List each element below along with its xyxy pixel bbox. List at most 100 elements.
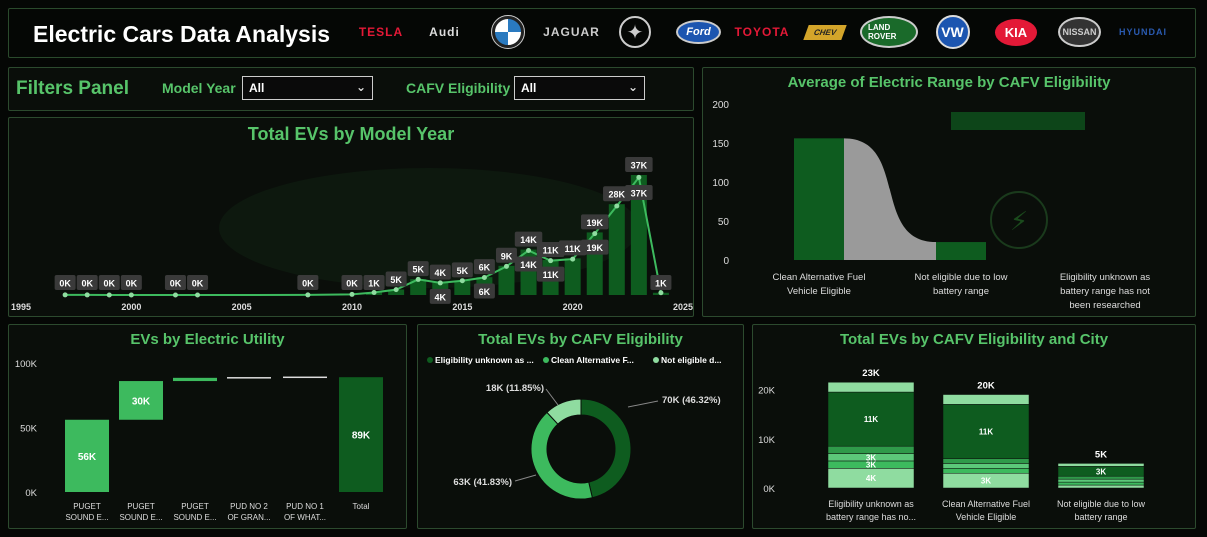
bar-0 — [794, 138, 844, 260]
x-category-label: Not eligible due to low battery range — [1057, 499, 1146, 522]
data-label: 0K — [170, 279, 182, 289]
line-point-2012 — [393, 287, 399, 293]
data-label-bg — [495, 247, 517, 263]
line-point-2016 — [481, 275, 487, 281]
stack-segment — [942, 458, 1030, 464]
line-point-2010 — [349, 291, 355, 297]
leader-line — [545, 388, 559, 406]
data-label-bg — [363, 275, 385, 290]
x-category-label: Not eligible due to low battery range — [915, 272, 1008, 297]
data-label-bg — [385, 271, 407, 287]
stack-segment — [942, 404, 1030, 459]
chart-title: EVs by Electric Utility — [130, 331, 285, 348]
bar-label-2018: 14K — [514, 231, 543, 247]
data-label-bg — [514, 231, 543, 247]
chart-title: Total EVs by Model Year — [247, 124, 455, 144]
bar-label-1999: 0K — [98, 275, 120, 290]
data-label: 19K — [586, 243, 603, 253]
legend-marker — [427, 357, 433, 363]
y-tick-label: 0K — [763, 484, 775, 495]
bar-label-2002: 0K — [164, 275, 186, 290]
bar-2018 — [520, 249, 537, 295]
chart-avg-range: ⚡ 0 50 100 150 200 Clean Alternative Fuel Vehic… — [712, 100, 1151, 311]
line-label-2016: 6K — [473, 283, 495, 299]
data-label-bg — [164, 275, 186, 290]
data-label-bg — [76, 275, 98, 290]
line-label-2018: 14K — [514, 256, 543, 272]
data-label: 0K — [302, 279, 314, 289]
y-tick-label: 10K — [758, 435, 776, 446]
x-category-label: PUGET SOUND E... — [173, 502, 216, 522]
x-tick-label: 2020 — [563, 302, 583, 312]
data-label: 19K — [586, 218, 603, 228]
chart-title: Average of Electric Range by CAFV Eligib… — [787, 74, 1111, 91]
bar-3 — [227, 377, 271, 379]
stack-segment — [1057, 478, 1145, 483]
bar-label-1998: 0K — [76, 275, 98, 290]
data-label: 0K — [59, 279, 71, 289]
segment-label: 3K — [1096, 467, 1106, 476]
stack-segment — [942, 463, 1030, 469]
line-point-2015 — [459, 278, 465, 284]
data-label: 9K — [501, 251, 513, 261]
data-label-bg — [341, 275, 363, 290]
data-label: 4K — [435, 268, 447, 278]
legend-marker — [653, 357, 659, 363]
line-point-2013 — [415, 276, 421, 282]
line-point-2020 — [570, 256, 576, 262]
segment-label: 3K — [866, 453, 876, 462]
bar-label-2022: 28K — [603, 186, 631, 202]
bar-label-2011: 1K — [363, 275, 385, 290]
x-tick-label: 2015 — [452, 302, 472, 312]
line-point-2018 — [526, 248, 532, 254]
panel-ev-by-utility: EVs by Electric Utility 0K 50K 100K 56K 30K 8… — [8, 324, 407, 529]
data-label: 6K — [479, 287, 491, 297]
segment-label: 11K — [864, 415, 878, 424]
donut-slice-1 — [530, 411, 593, 500]
bar-2012 — [388, 289, 405, 295]
segment-label: 3K — [981, 477, 991, 486]
data-label-bg — [536, 241, 565, 257]
data-label: 37K — [631, 161, 648, 171]
model-year-dropdown[interactable]: All ⌄ — [242, 76, 373, 100]
data-label-bg — [120, 275, 142, 290]
data-label-bg — [473, 259, 495, 275]
total-label: 5K — [1095, 449, 1107, 460]
bar-2017 — [498, 265, 515, 295]
panel-ev-by-cafv-city: Total EVs by CAFV Eligibility and City 0… — [752, 324, 1196, 529]
bar-label: 56K — [78, 452, 97, 463]
x-category-label: Eligibility unknown as battery range has … — [1060, 272, 1151, 311]
bar-label-2021: 19K — [580, 214, 609, 230]
slice-label: 70K (46.32%) — [662, 395, 721, 406]
data-label-bg — [625, 185, 653, 200]
cafv-filter-label: CAFV Eligibility — [406, 80, 511, 96]
x-category-label: PUGET SOUND E... — [119, 502, 162, 522]
leader-line — [514, 474, 537, 482]
line-point-2002 — [172, 292, 178, 298]
bar-0 — [65, 419, 109, 492]
data-label: 0K — [346, 279, 358, 289]
brand-logo-hyundai: HYUNDAI — [1118, 27, 1167, 37]
background-decoration — [990, 191, 1048, 249]
data-label: 0K — [81, 279, 93, 289]
data-label-bg — [54, 275, 76, 290]
cafv-dropdown[interactable]: All ⌄ — [514, 76, 645, 100]
x-category-label: Clean Alternative Fuel Vehicle Eligible — [942, 499, 1030, 522]
bar-2020 — [564, 258, 581, 295]
data-label: 28K — [609, 190, 626, 200]
bar-4 — [283, 376, 327, 379]
stack-segment — [942, 468, 1030, 474]
brand-logo-nissan: NISSAN — [1051, 12, 1109, 52]
x-category-label: Total — [353, 502, 370, 511]
line-label-2019: 11K — [536, 266, 565, 282]
data-label: 14K — [520, 235, 537, 245]
stack-segment — [1057, 484, 1145, 489]
chart-ev-by-cafv: Eligibility unknown as ... Clean Alternat… — [427, 355, 721, 500]
chevron-down-icon: ⌄ — [355, 80, 366, 94]
data-label-bg — [580, 239, 609, 255]
bar-label-2020: 11K — [558, 240, 587, 256]
x-category-label: PUD NO 2 OF GRAN... — [227, 502, 270, 522]
bar-label-2013: 5K — [407, 261, 429, 277]
x-tick-label: 2005 — [232, 302, 252, 312]
data-label: 5K — [457, 266, 469, 276]
